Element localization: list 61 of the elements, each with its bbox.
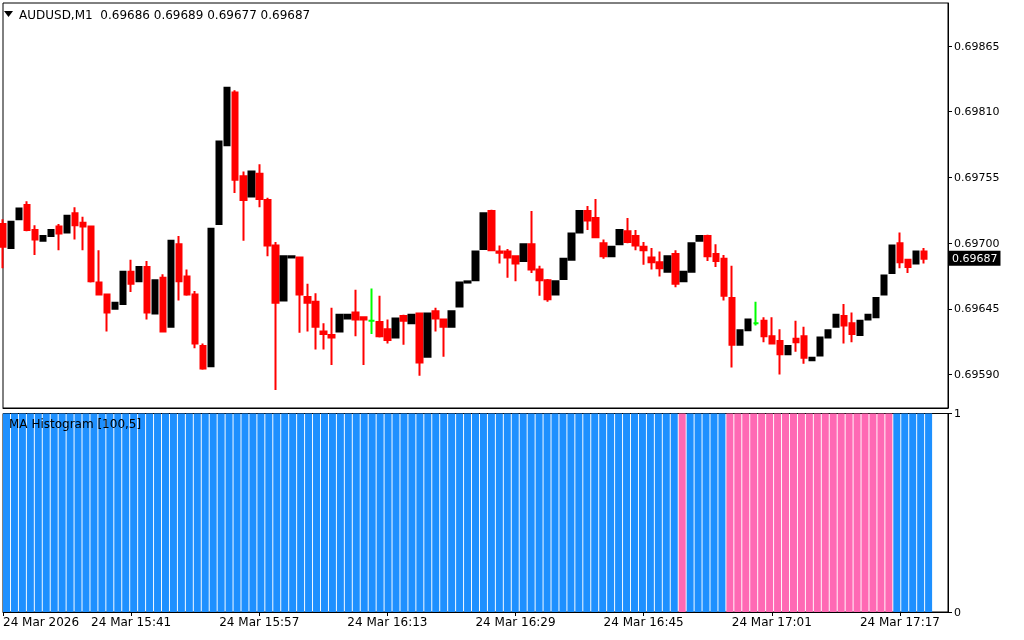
candlestick bbox=[888, 244, 896, 274]
candlestick bbox=[151, 279, 159, 315]
candlestick bbox=[423, 312, 432, 358]
candlestick bbox=[695, 234, 704, 242]
candlestick bbox=[127, 258, 135, 294]
candlestick bbox=[0, 218, 7, 270]
candlestick bbox=[519, 243, 528, 263]
x-tick-label: 24 Mar 15:57 bbox=[219, 615, 300, 629]
candlestick bbox=[143, 260, 151, 321]
candlestick bbox=[607, 245, 616, 258]
x-tick-label: 24 Mar 16:45 bbox=[603, 615, 684, 629]
candlestick bbox=[920, 246, 928, 265]
candlestick bbox=[880, 274, 888, 296]
candlestick bbox=[135, 266, 143, 283]
candlestick bbox=[752, 300, 760, 327]
y-tick-label: 0.69810 bbox=[954, 105, 1000, 119]
x-tick-label: 24 Mar 16:13 bbox=[347, 615, 428, 629]
candlestick bbox=[15, 207, 23, 221]
candlestick bbox=[199, 342, 207, 371]
candlestick bbox=[615, 228, 624, 246]
y-tick-label: 1 bbox=[954, 407, 961, 420]
candlestick bbox=[575, 209, 584, 234]
candlestick bbox=[167, 239, 175, 328]
x-tick-label: 24 Mar 16:29 bbox=[475, 615, 556, 629]
text: 0.69687 bbox=[952, 251, 998, 265]
candlestick bbox=[431, 306, 440, 333]
candlestick bbox=[7, 220, 15, 249]
candlestick bbox=[247, 170, 256, 198]
y-tick-label: 0.69590 bbox=[954, 368, 1000, 382]
x-tick-label: 24 Mar 17:01 bbox=[731, 615, 812, 629]
x-tick-label: 24 Mar 2026 bbox=[3, 615, 80, 629]
y-tick-label: 0 bbox=[954, 605, 961, 619]
candlestick bbox=[63, 214, 71, 234]
y-tick-label: 0.69865 bbox=[954, 39, 1000, 53]
candlestick bbox=[159, 273, 167, 333]
candlestick bbox=[367, 287, 376, 335]
candlestick bbox=[728, 264, 736, 369]
candlestick bbox=[832, 313, 840, 328]
candlestick bbox=[808, 356, 816, 362]
candlestick bbox=[671, 249, 680, 289]
x-tick-label: 24 Mar 17:17 bbox=[859, 615, 941, 629]
candlestick bbox=[391, 317, 400, 339]
candlestick bbox=[207, 227, 215, 368]
candlestick bbox=[599, 238, 608, 260]
candlestick bbox=[784, 344, 792, 356]
x-tick-label: 24 Mar 15:41 bbox=[91, 615, 172, 629]
y-tick-label: 0.69755 bbox=[954, 170, 1000, 184]
chart-title: AUDUSD,M1 0.69686 0.69689 0.69677 0.69687 bbox=[19, 8, 311, 22]
candlestick bbox=[439, 318, 448, 358]
candlestick bbox=[55, 223, 63, 252]
candlestick bbox=[399, 313, 408, 346]
candlestick bbox=[295, 256, 304, 334]
candlestick bbox=[479, 212, 488, 251]
y-tick-label: 0.69645 bbox=[954, 302, 1000, 316]
candlestick bbox=[551, 280, 560, 296]
candlestick bbox=[663, 255, 672, 273]
candlestick bbox=[407, 313, 416, 325]
candlestick bbox=[447, 310, 456, 328]
candlestick bbox=[415, 311, 424, 377]
y-tick-label: 0.69700 bbox=[954, 236, 1000, 250]
candlestick bbox=[912, 250, 920, 265]
